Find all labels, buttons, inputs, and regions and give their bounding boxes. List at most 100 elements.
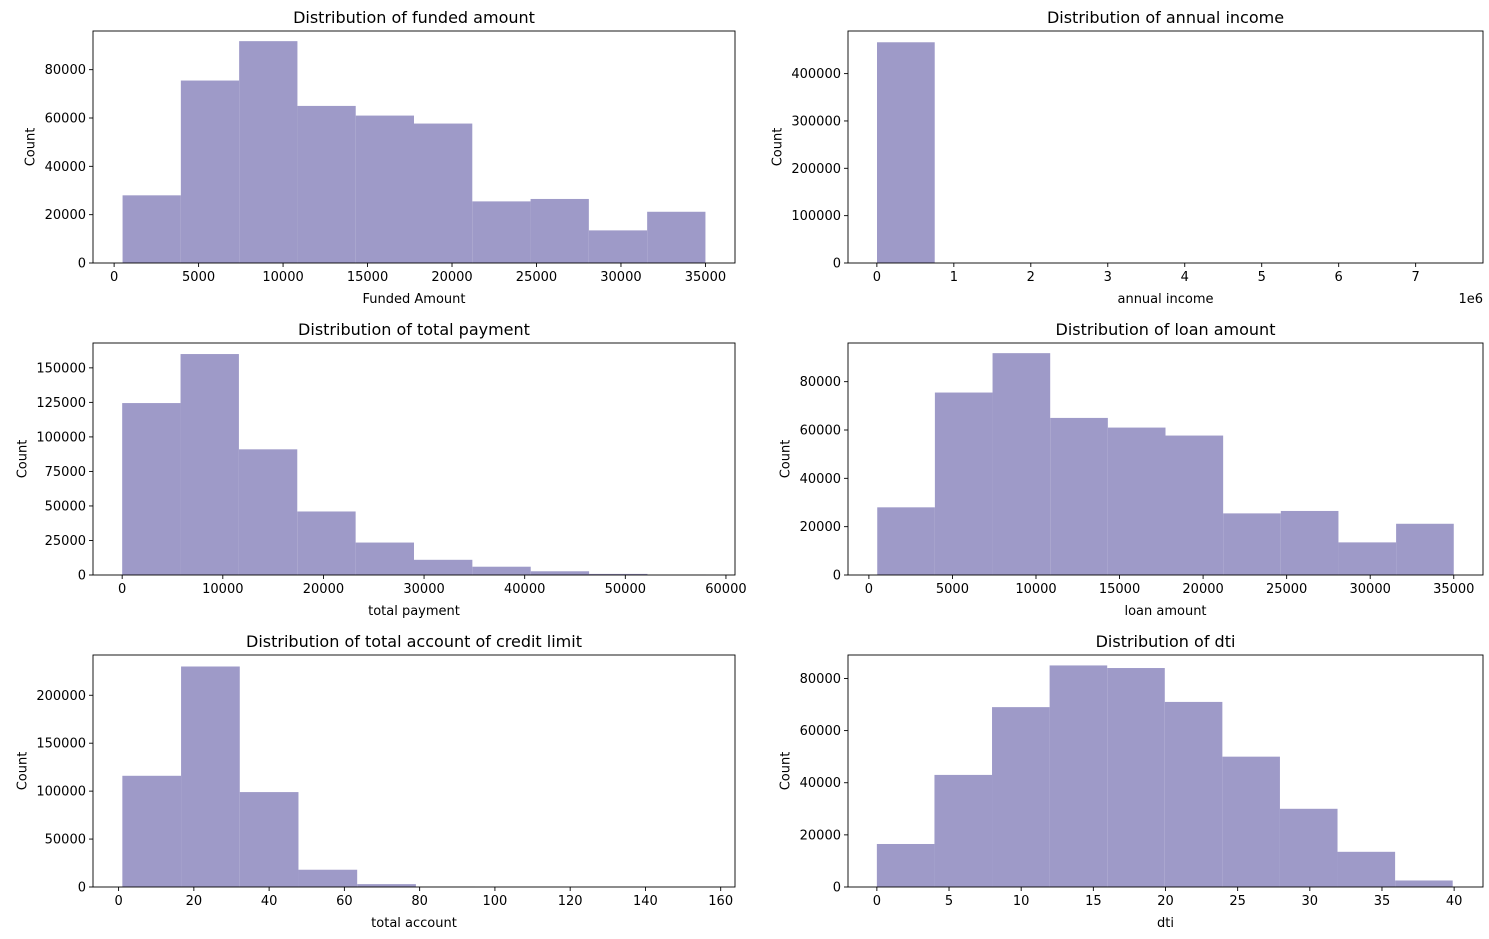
x-tick-label: 5: [1258, 270, 1266, 285]
histogram-bar: [298, 869, 358, 887]
x-offset-text: 1e6: [1458, 292, 1483, 307]
y-tick-label: 0: [78, 881, 86, 896]
x-tick-label: 1: [950, 270, 958, 285]
histogram-bar: [180, 80, 240, 263]
histogram-bar: [876, 843, 935, 887]
histogram-bar: [1050, 417, 1108, 575]
y-axis-label: Count: [24, 128, 39, 167]
x-tick-label: 160: [708, 894, 733, 909]
histogram-bar: [355, 115, 414, 263]
x-tick-label: 20000: [1182, 582, 1223, 597]
histogram-bar: [472, 566, 531, 575]
histogram-bar: [297, 105, 356, 263]
chart-panel-1: 0 5000 10000 15000 20000 25000 30000 35000 0 2000…: [24, 8, 736, 307]
y-tick-label: 0: [78, 569, 86, 584]
x-tick-label: 40: [1446, 894, 1463, 909]
y-tick-label: 40000: [800, 472, 841, 487]
histogram-bar: [357, 884, 416, 887]
y-tick-label: 40000: [800, 776, 841, 791]
chart-panel-6: 0 5 10 15 20 25 30 35 40 0 20000 40000 60000 80000 Dis…: [779, 632, 1484, 931]
y-tick-label: 50000: [45, 499, 86, 514]
y-tick-label: 80000: [45, 63, 86, 78]
x-axis-label: Funded Amount: [363, 292, 466, 307]
x-axis-label: loan amount: [1124, 604, 1206, 619]
histogram-bar: [1223, 513, 1281, 576]
x-tick-label: 40000: [504, 582, 545, 597]
histogram-bar: [122, 195, 181, 263]
chart-panel-2: 0 1 2 3 4 5 6 7 0 100000 200000 300000 400000 Distrib…: [770, 8, 1484, 307]
x-tick-label: 20: [1157, 894, 1174, 909]
y-tick-label: 80000: [800, 672, 841, 687]
x-tick-label: 0: [110, 270, 118, 285]
y-axis-label: Count: [779, 752, 794, 791]
x-axis-label: total account: [371, 916, 457, 931]
histogram-bar: [992, 353, 1051, 575]
y-axis-label: Count: [770, 128, 785, 167]
x-tick-label: 0: [873, 270, 881, 285]
histogram-bar: [122, 403, 181, 575]
y-tick-label: 200000: [791, 162, 841, 177]
histogram-bar: [414, 559, 473, 575]
chart-title: Distribution of funded amount: [293, 8, 535, 27]
histogram-bar: [414, 123, 473, 263]
chart-title: Distribution of dti: [1096, 632, 1236, 651]
y-tick-label: 0: [833, 257, 841, 272]
y-axis-label: Count: [15, 752, 30, 791]
y-tick-label: 100000: [791, 209, 841, 224]
chart-panel-4: 0 5000 10000 15000 20000 25000 30000 35000 0 2000…: [779, 320, 1484, 619]
x-tick-label: 7: [1412, 270, 1420, 285]
y-tick-label: 150000: [36, 737, 86, 752]
y-tick-label: 125000: [36, 396, 86, 411]
axes-frame: [847, 342, 1484, 576]
x-axis-label: annual income: [1117, 292, 1213, 307]
x-tick-label: 5000: [182, 270, 215, 285]
x-tick-label: 20: [186, 894, 203, 909]
histogram-bar: [647, 211, 706, 263]
chart-title: Distribution of total account of credit …: [246, 632, 582, 651]
chart-title: Distribution of total payment: [298, 320, 530, 339]
y-tick-label: 20000: [800, 520, 841, 535]
x-tick-label: 15: [1085, 894, 1102, 909]
x-tick-label: 50000: [605, 582, 646, 597]
x-tick-label: 5: [945, 894, 953, 909]
histogram-bar: [1396, 523, 1454, 575]
x-tick-label: 2: [1027, 270, 1035, 285]
y-tick-label: 100000: [36, 430, 86, 445]
x-tick-label: 25000: [516, 270, 557, 285]
histogram-bar: [934, 392, 993, 575]
x-tick-label: 0: [873, 894, 881, 909]
y-tick-label: 150000: [36, 361, 86, 376]
x-tick-label: 25000: [1266, 582, 1307, 597]
x-axis-label: total payment: [368, 604, 460, 619]
y-tick-label: 0: [78, 257, 86, 272]
y-tick-label: 40000: [45, 160, 86, 175]
y-axis-label: Count: [779, 440, 794, 479]
histogram-bar: [181, 666, 240, 887]
x-tick-label: 4: [1181, 270, 1189, 285]
y-tick-label: 20000: [800, 828, 841, 843]
histogram-bar: [1049, 665, 1108, 887]
axes-frame: [92, 654, 736, 888]
y-tick-label: 300000: [791, 114, 841, 129]
histogram-bar: [1279, 808, 1338, 887]
histogram-bar: [530, 198, 589, 263]
axes-frame: [92, 342, 736, 576]
x-tick-label: 80: [411, 894, 428, 909]
x-tick-label: 30000: [403, 582, 444, 597]
y-tick-label: 60000: [45, 112, 86, 127]
x-tick-label: 3: [1104, 270, 1112, 285]
histogram-bar: [877, 507, 935, 575]
x-tick-label: 35: [1374, 894, 1391, 909]
histogram-bar: [934, 774, 993, 887]
histogram-bar: [1338, 542, 1397, 576]
x-tick-label: 40: [261, 894, 278, 909]
histogram-bar: [122, 775, 182, 887]
y-tick-label: 25000: [45, 534, 86, 549]
histogram-bar: [992, 707, 1050, 887]
x-tick-label: 25: [1229, 894, 1246, 909]
y-tick-label: 100000: [36, 785, 86, 800]
histogram-bar: [1107, 427, 1166, 575]
x-tick-label: 100: [482, 894, 507, 909]
y-axis-label: Count: [15, 440, 30, 479]
